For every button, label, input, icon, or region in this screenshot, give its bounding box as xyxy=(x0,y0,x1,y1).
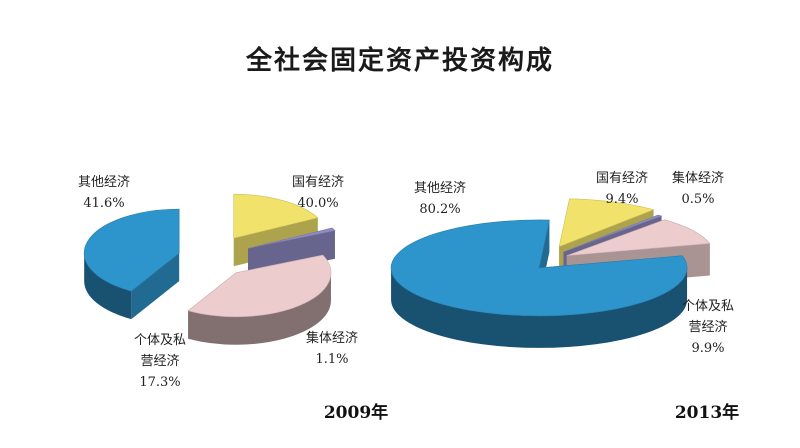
slice-label-other-0: 其他经济 xyxy=(78,175,130,190)
slice-label-private-1: 营经济 xyxy=(688,320,727,335)
slice-label-other-0: 其他经济 xyxy=(414,181,466,196)
slice-label-private-0: 个体及私 xyxy=(682,299,734,314)
slice-value-state: 9.4% xyxy=(605,192,638,207)
slice-value-private: 9.9% xyxy=(691,341,724,356)
chart-title: 全社会固定资产投资构成 xyxy=(245,46,554,76)
slice-label-coll-0: 集体经济 xyxy=(672,170,724,186)
pie-slice-state xyxy=(187,254,332,345)
year-label: 2013年 xyxy=(675,402,739,423)
slice-label-state-0: 国有经济 xyxy=(596,171,648,186)
slice-label-state-0: 国有经济 xyxy=(292,175,344,190)
pie-slice-other xyxy=(390,219,688,348)
pie-slice-coll xyxy=(247,227,336,277)
slice-value-private: 17.3% xyxy=(139,375,180,390)
slice-value-other: 41.6% xyxy=(83,196,124,211)
slice-label-private-0: 个体及私 xyxy=(134,333,186,348)
slice-label-private-1: 营经济 xyxy=(140,354,179,369)
slice-label-coll-0: 集体经济 xyxy=(306,330,358,346)
slice-value-coll: 1.1% xyxy=(315,352,348,367)
slice-value-state: 40.0% xyxy=(297,196,338,211)
pie-slice-other xyxy=(83,208,180,320)
year-label: 2009年 xyxy=(324,402,388,423)
slice-value-other: 80.2% xyxy=(419,202,460,217)
slice-value-coll: 0.5% xyxy=(681,192,714,207)
